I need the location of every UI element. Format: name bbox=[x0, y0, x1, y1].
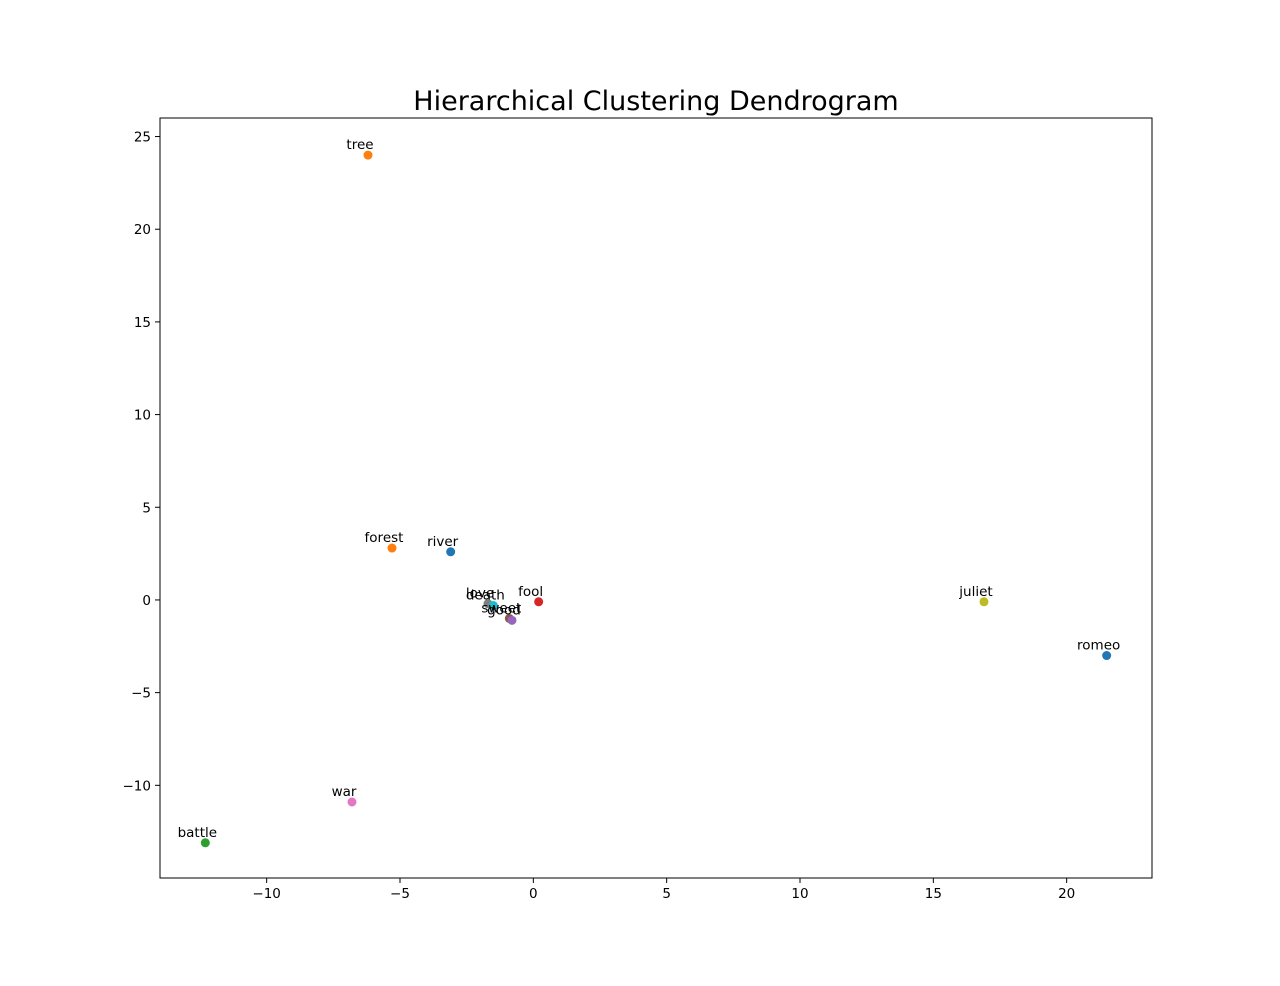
point-tree bbox=[363, 150, 373, 160]
point-label-sweet: sweet bbox=[481, 600, 521, 616]
point-death bbox=[488, 601, 498, 611]
y-tick-label: 15 bbox=[134, 315, 151, 331]
point-label-tree: tree bbox=[346, 137, 373, 153]
point-label-love: love bbox=[466, 586, 494, 602]
point-war bbox=[347, 797, 357, 807]
x-axis: −10 −5 0 5 10 15 20 bbox=[252, 878, 1075, 902]
y-tick-label: −10 bbox=[123, 778, 152, 794]
point-label-good: good bbox=[487, 602, 521, 618]
point-label-romeo: romeo bbox=[1077, 638, 1120, 654]
x-tick-label: −5 bbox=[390, 886, 410, 902]
y-tick-label: 5 bbox=[142, 500, 151, 516]
point-juliet bbox=[979, 597, 989, 607]
point-label-battle: battle bbox=[178, 825, 218, 841]
y-tick-label: 20 bbox=[134, 222, 151, 238]
point-label-river: river bbox=[427, 534, 459, 550]
x-tick-label: 5 bbox=[662, 886, 671, 902]
x-tick-label: 15 bbox=[925, 886, 942, 902]
point-good bbox=[507, 615, 517, 625]
chart-title: Hierarchical Clustering Dendrogram bbox=[413, 86, 898, 117]
data-points bbox=[200, 150, 1112, 848]
point-fool bbox=[534, 597, 544, 607]
point-label-forest: forest bbox=[365, 530, 404, 546]
x-tick-label: 0 bbox=[529, 886, 538, 902]
point-romeo bbox=[1102, 651, 1112, 661]
y-tick-label: −5 bbox=[131, 686, 151, 702]
point-label-juliet: juliet bbox=[958, 584, 992, 600]
x-tick-label: 10 bbox=[791, 886, 808, 902]
point-label-fool: fool bbox=[518, 584, 543, 600]
point-river bbox=[446, 547, 456, 557]
point-label-death: death bbox=[466, 588, 505, 604]
plot-area bbox=[159, 117, 1153, 879]
point-forest bbox=[387, 543, 397, 553]
x-tick-label: 20 bbox=[1058, 886, 1075, 902]
point-label-war: war bbox=[332, 784, 357, 800]
y-tick-label: 25 bbox=[134, 130, 151, 146]
point-battle bbox=[200, 838, 210, 848]
x-tick-label: −10 bbox=[252, 886, 281, 902]
y-tick-label: 0 bbox=[142, 593, 151, 609]
y-tick-label: 10 bbox=[134, 408, 151, 424]
y-axis: −10 −5 0 5 10 15 20 25 bbox=[123, 130, 160, 794]
